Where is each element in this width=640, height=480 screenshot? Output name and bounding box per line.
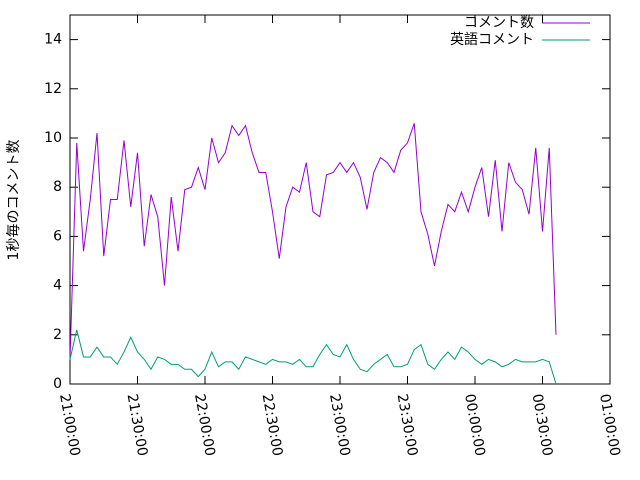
y-tick-label: 6 — [53, 228, 62, 244]
y-tick-label: 0 — [53, 376, 62, 392]
legend-label: 英語コメント — [450, 31, 534, 48]
x-tick-label: 00:00:00 — [461, 393, 488, 458]
x-tick-label: 21:30:00 — [124, 393, 151, 458]
y-tick-label: 10 — [44, 130, 62, 146]
x-tick-label: 21:00:00 — [56, 393, 83, 458]
x-tick-label: 23:00:00 — [326, 393, 353, 458]
x-tick-label: 23:30:00 — [394, 393, 421, 458]
x-tick-label: 01:00:00 — [596, 393, 623, 458]
plot-border — [69, 14, 611, 385]
y-tick-label: 14 — [44, 32, 62, 48]
x-tick-label: 22:30:00 — [259, 393, 286, 458]
series-line — [69, 123, 557, 360]
legend-label: コメント数 — [464, 15, 534, 31]
y-tick-label: 2 — [53, 327, 62, 343]
x-tick-label: 00:30:00 — [529, 393, 556, 458]
y-tick-label: 8 — [53, 179, 62, 195]
series-line — [69, 329, 557, 385]
y-tick-label: 12 — [44, 81, 62, 97]
y-tick-label: 4 — [53, 278, 62, 294]
y-axis-label: 1秒毎のコメント数 — [6, 140, 22, 261]
x-tick-label: 22:00:00 — [191, 393, 218, 458]
